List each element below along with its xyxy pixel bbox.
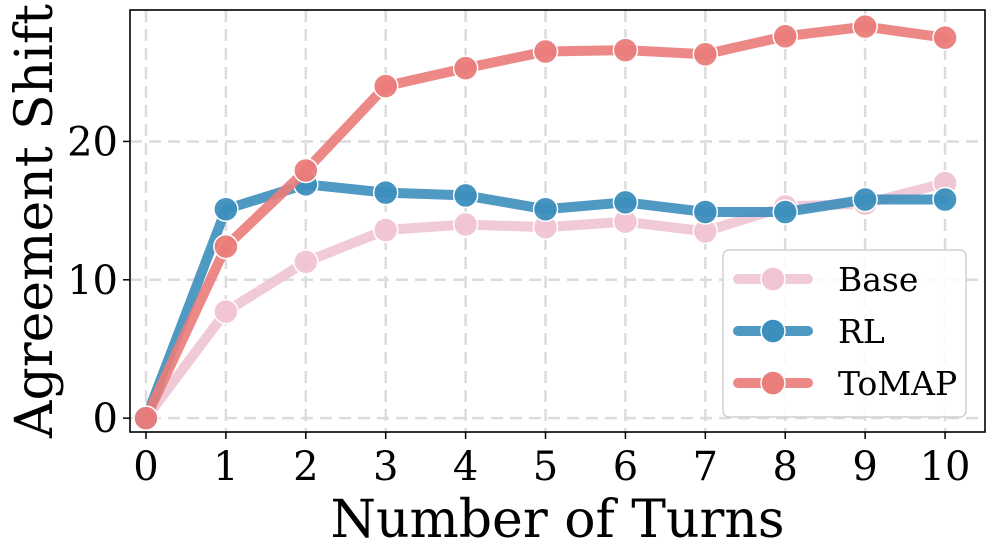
data-point-tomap	[532, 38, 559, 65]
data-point-tomap	[612, 37, 639, 63]
legend-label: ToMAP	[838, 364, 957, 403]
data-point-rl	[372, 179, 399, 206]
series-layer	[133, 13, 958, 431]
legend-label: RL	[838, 312, 885, 351]
x-tick-label: 3	[373, 444, 398, 490]
x-tick-label: 0	[133, 444, 158, 490]
axis-ticks: 0 1 2 3 4 5 6 7 8 9 10 0 10 20	[67, 119, 970, 490]
data-point-tomap	[932, 24, 958, 51]
legend-box	[722, 249, 967, 418]
legend-label: Base	[838, 260, 918, 299]
x-tick-label: 5	[533, 444, 558, 490]
x-tick-label: 6	[613, 444, 638, 490]
data-point-tomap	[133, 405, 159, 431]
data-point-rl	[452, 182, 479, 209]
legend-swatch-marker	[760, 266, 786, 292]
data-point-base	[213, 298, 239, 325]
data-point-tomap	[692, 41, 719, 68]
data-point-base	[372, 217, 399, 243]
data-point-tomap	[213, 233, 239, 260]
data-point-rl	[213, 196, 239, 222]
data-point-tomap	[452, 55, 479, 81]
data-point-tomap	[293, 157, 319, 184]
data-point-rl	[932, 186, 958, 213]
plot-frame	[129, 9, 986, 433]
data-point-base	[293, 249, 319, 275]
data-point-rl	[532, 196, 559, 222]
x-axis-title: Number of Turns	[330, 490, 784, 550]
y-tick-label: 20	[67, 119, 118, 165]
data-point-rl	[692, 199, 719, 225]
data-point-rl	[772, 199, 798, 225]
x-tick-label: 7	[693, 444, 718, 490]
legend: Base RL ToMAP	[722, 249, 967, 418]
y-tick-label: 0	[93, 396, 118, 442]
data-point-rl	[852, 186, 878, 213]
y-tick-label: 10	[67, 258, 118, 304]
data-point-rl	[612, 189, 639, 216]
data-point-tomap	[372, 73, 399, 99]
legend-swatch-marker	[760, 370, 786, 396]
y-axis-title: Agreement Shift	[5, 4, 65, 439]
legend-swatch-marker	[760, 318, 786, 344]
x-tick-label: 1	[213, 444, 238, 490]
data-point-tomap	[852, 13, 878, 40]
x-tick-label: 2	[293, 444, 318, 490]
series-tomap	[133, 13, 958, 431]
x-tick-label: 9	[852, 444, 877, 490]
x-tick-label: 10	[920, 444, 971, 490]
data-point-tomap	[772, 23, 798, 50]
data-point-base	[452, 211, 479, 238]
x-tick-label: 4	[453, 444, 478, 490]
x-tick-label: 8	[773, 444, 798, 490]
